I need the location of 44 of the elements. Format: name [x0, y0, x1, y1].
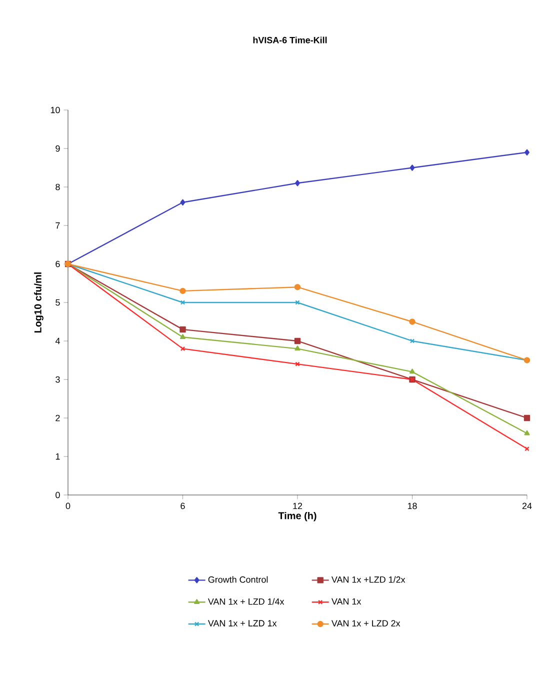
- point: [294, 338, 301, 344]
- legend-label: VAN 1x: [331, 598, 362, 604]
- point: [295, 180, 300, 186]
- point: [180, 334, 186, 339]
- point: [294, 284, 301, 290]
- point: [410, 164, 415, 171]
- y-tick-label: 2: [56, 414, 60, 422]
- point: [180, 326, 186, 333]
- legend-label: Growth Control: [208, 576, 268, 583]
- x-tick-label: 6: [180, 502, 185, 510]
- point: [295, 362, 300, 366]
- x-tick-label: 24: [522, 502, 532, 510]
- y-tick-label: 10: [50, 106, 60, 114]
- y-tick-label: 7: [56, 222, 60, 229]
- point: [180, 199, 186, 206]
- x-axis-title: Time (h): [278, 512, 316, 522]
- y-axis-title: Log10 cfu/ml: [34, 272, 44, 333]
- y-tick-label: 6: [56, 260, 60, 268]
- legend-label: VAN 1x +LZD 1/2x: [331, 576, 406, 583]
- legend-label: VAN 1x + LZD 1x: [208, 620, 277, 626]
- y-tick-label: 3: [56, 376, 60, 383]
- y-tick-label: 1: [56, 453, 60, 460]
- point: [409, 368, 416, 374]
- point: [524, 430, 530, 436]
- point: [180, 300, 186, 305]
- point: [180, 346, 186, 352]
- point: [180, 288, 186, 294]
- legend-label: VAN 1x + LZD 1/4x: [208, 598, 284, 605]
- point: [294, 346, 300, 351]
- point: [410, 338, 415, 344]
- x-tick-label: 18: [408, 502, 417, 510]
- y-tick-label: 9: [56, 145, 60, 152]
- point: [524, 149, 530, 156]
- y-tick-label: 0: [56, 492, 60, 498]
- point: [524, 414, 530, 422]
- x-tick-label: 12: [293, 502, 302, 510]
- x-tick-label: 0: [66, 502, 70, 510]
- y-tick-label: 4: [55, 338, 60, 344]
- y-tick-label: 5: [56, 299, 60, 306]
- legend-label: VAN 1x + LZD 2x: [331, 620, 400, 626]
- chart-title: hVISA-6 Time-Kill: [253, 36, 327, 44]
- point: [295, 300, 300, 305]
- y-tick-label: 8: [56, 184, 60, 190]
- point: [409, 318, 416, 325]
